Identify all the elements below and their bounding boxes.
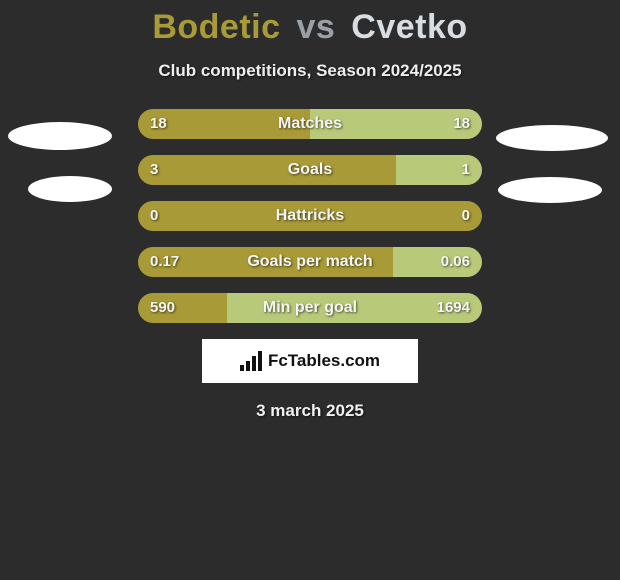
title-player2: Cvetko: [351, 8, 467, 46]
bar-right-fill: [396, 155, 482, 185]
bar-row: 31Goals: [138, 155, 482, 185]
signal-icon: [240, 351, 262, 371]
bar-row: 00Hattricks: [138, 201, 482, 231]
title-player1: Bodetic: [152, 8, 280, 46]
comparison-bars: 1818Matches 31Goals 00Hattricks 0.170.06Goa…: [138, 109, 482, 323]
bar-left-fill: [138, 201, 482, 231]
bar-right-fill: [310, 109, 482, 139]
branding-banner[interactable]: FcTables.com: [202, 339, 418, 383]
bar-row: 0.170.06Goals per match: [138, 247, 482, 277]
date-line: 3 march 2025: [0, 401, 620, 421]
bar-right-fill: [393, 247, 482, 277]
bar-row: 5901694Min per goal: [138, 293, 482, 323]
avatar-right-2: [498, 177, 602, 203]
title-vs: vs: [296, 8, 335, 46]
avatar-left-2: [28, 176, 112, 202]
bar-right-fill: [227, 293, 482, 323]
chart-area: 1818Matches 31Goals 00Hattricks 0.170.06Goa…: [0, 109, 620, 421]
avatar-left-1: [8, 122, 112, 150]
comparison-infographic: Bodetic vs Cvetko Club competitions, Sea…: [0, 0, 620, 580]
subtitle: Club competitions, Season 2024/2025: [0, 61, 620, 81]
branding-text: FcTables.com: [268, 351, 380, 371]
page-title: Bodetic vs Cvetko: [0, 0, 620, 47]
bar-left-fill: [138, 109, 310, 139]
avatar-right-1: [496, 125, 608, 151]
bar-left-fill: [138, 293, 227, 323]
bar-left-fill: [138, 247, 393, 277]
bar-left-fill: [138, 155, 396, 185]
bar-row: 1818Matches: [138, 109, 482, 139]
